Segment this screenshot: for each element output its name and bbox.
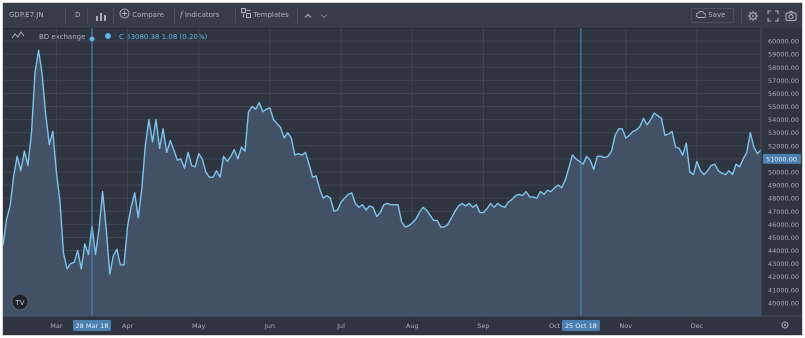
toolbar-divider [174,8,175,23]
price-tick-label: 53000.00 [768,129,799,137]
snapshot-button[interactable] [785,8,797,23]
camera-icon [785,11,797,21]
current-price-tag [763,153,801,164]
logo-icon [11,30,25,45]
month-tick-label: Jun [264,322,275,330]
gear-ring [781,321,789,329]
compare-label: Compare [132,11,164,19]
tv-logo-icon: TV [14,299,24,307]
function-icon: f [180,11,183,19]
crosshair-date-label: 28 Mar 18 [75,322,108,330]
month-tick-label: Apr [122,322,134,330]
legend-symbol: BD exchange [39,33,86,41]
price-tick-label: 49000.00 [768,182,799,190]
indicators-label: Indicators [184,11,220,19]
templates-icon [241,8,251,18]
price-tick-label: 54000.00 [768,116,799,124]
price-tick-label: 41000.00 [768,286,799,294]
price-tick-label: 47000.00 [768,208,799,216]
indicators-button[interactable]: f Indicators [180,8,219,23]
time-axis[interactable]: Mar Apr May Jun Jul Aug Sep Oct Nov Dec 28 Mar 18 2… [3,315,802,335]
chevron-up-icon [304,13,312,18]
axis-settings-gear-icon [781,321,789,329]
time-axis-background [3,316,802,335]
chart-type-button[interactable] [95,8,109,23]
chevron-right-icon [320,14,328,19]
crosshair-date-tag [72,320,111,331]
legend-ohlc: C 53080.38 1.08 (0.20%) [119,33,208,41]
month-tick-label: Sep [477,322,489,330]
price-tick-label: 55000.00 [768,103,799,111]
crosshair-dot [89,36,95,42]
crosshair-lines [89,28,582,316]
price-tick-label: 44000.00 [768,247,799,255]
price-tick-label: 48000.00 [768,195,799,203]
toolbar-divider [65,8,66,23]
toolbar-divider [113,8,114,23]
templates-label: Templates [253,11,289,19]
price-area [3,50,761,317]
crosshair-date-label: 25 Oct 18 [565,322,597,330]
undo-button[interactable] [303,8,313,23]
crosshair-date-tag [561,320,600,331]
price-tick-label: 58000.00 [768,64,799,72]
compare-button[interactable]: Compare [119,8,164,23]
fullscreen-icon [767,10,779,22]
toolbar-divider [87,8,88,23]
price-tick-label: 46000.00 [768,221,799,229]
toolbar-divider [741,8,742,23]
price-line [3,49,762,275]
price-tick-label: 57000.00 [768,77,799,85]
month-tick-label: Jul [336,322,345,330]
price-tick-label: 52000.00 [768,142,799,150]
price-tick-label: 60000.00 [768,38,799,46]
cloud-icon [695,11,707,18]
price-tick-label: 40000.00 [768,299,799,307]
tv-logo-badge[interactable]: TV [11,293,29,311]
price-tick-label: 56000.00 [768,90,799,98]
price-tick-label: 59000.00 [768,51,799,59]
legend-dot-icon [104,30,112,44]
price-chart[interactable]: 60000.00 59000.00 58000.00 57000.00 56000.00… [3,3,802,335]
settings-button[interactable] [747,8,759,23]
templates-button[interactable]: Templates [241,8,289,23]
price-tick-label: 50000.00 [768,169,799,177]
price-tick-label: 45000.00 [768,234,799,242]
symbol-selector[interactable]: GDP.E7.JN [9,11,44,19]
current-price-label: 51000.00 [766,155,797,163]
redo-button[interactable] [319,8,329,23]
month-tick-label: Aug [406,322,419,330]
month-tick-label: Nov [619,322,632,330]
price-axis-background [761,28,802,316]
month-tick-label: Oct [549,322,561,330]
add-circle-icon [119,8,130,19]
price-tick-label: 42000.00 [768,273,799,281]
month-tick-label: Dec [691,322,704,330]
gear-icon [747,10,759,22]
price-axis[interactable]: 60000.00 59000.00 58000.00 57000.00 56000.00… [760,28,802,316]
price-tick-label: 43000.00 [768,260,799,268]
bar-chart-icon [96,13,106,21]
save-button[interactable]: Save [691,8,735,23]
gear-center [784,324,786,326]
month-tick-label: May [192,322,206,330]
interval-selector[interactable]: D [75,11,81,19]
month-tick-label: Mar [50,322,63,330]
toolbar-divider [235,8,236,23]
toolbar-divider [297,8,298,23]
fullscreen-button[interactable] [767,8,779,23]
save-label: Save [708,11,726,19]
toolbar: GDP.E7.JN D Compare f Indicators Templat… [3,3,802,29]
